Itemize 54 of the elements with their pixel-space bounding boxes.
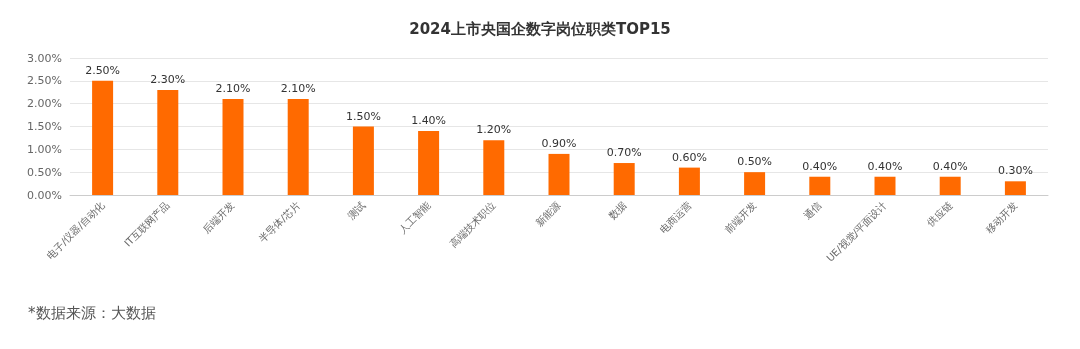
x-tick-label: 测试	[345, 199, 368, 222]
x-tick-label: 电商运营	[657, 199, 694, 236]
bar	[1004, 181, 1026, 195]
bar	[678, 167, 700, 195]
bar	[418, 131, 440, 195]
y-tick-label: 2.00%	[27, 97, 62, 111]
data-label: 2.10%	[215, 82, 251, 96]
data-label: 0.70%	[606, 146, 642, 160]
data-label: 0.40%	[802, 159, 838, 173]
x-tick-label: 新能源	[533, 199, 563, 229]
bar	[874, 176, 896, 195]
y-tick-label: 3.00%	[27, 51, 62, 65]
data-label: 1.40%	[411, 114, 447, 128]
data-label: 0.40%	[932, 159, 968, 173]
x-tick-label: 半导体/芯片	[256, 199, 303, 245]
text: *数据来源：大数据	[28, 303, 156, 322]
x-tick-label: UE/视觉/平面设计	[824, 199, 889, 264]
bar	[222, 99, 244, 195]
bar	[483, 140, 505, 195]
data-label: 0.50%	[737, 155, 773, 169]
data-label: 0.40%	[867, 159, 903, 173]
x-tick-label: 高端技术职位	[447, 199, 498, 250]
bar	[613, 163, 635, 195]
bar	[548, 153, 570, 195]
x-tick-label: IT互联网产品	[122, 199, 172, 249]
bar	[939, 176, 961, 195]
x-tick-label: 前端开发	[722, 199, 759, 236]
data-label: 0.30%	[997, 164, 1033, 178]
x-tick-label: 后端开发	[200, 199, 237, 236]
y-tick-label: 0.00%	[27, 188, 62, 202]
x-tick-label: 移动开发	[983, 199, 1020, 236]
data-label: 1.20%	[476, 123, 512, 137]
data-label: 1.50%	[345, 109, 381, 123]
x-tick-label: 通信	[801, 199, 824, 222]
bar	[809, 176, 831, 195]
y-tick-label: 1.50%	[27, 120, 62, 133]
data-label: 2.50%	[85, 63, 121, 77]
x-tick-label: 电子/仪器/自动化	[44, 199, 107, 262]
bar	[744, 172, 766, 195]
x-tick-label: 人工智能	[396, 199, 433, 236]
data-label: 0.90%	[541, 136, 577, 150]
bar	[92, 80, 114, 195]
bar	[157, 89, 179, 195]
bar	[287, 99, 309, 195]
y-tick-label: 2.50%	[27, 74, 62, 88]
x-tick-label: 供应链	[925, 199, 955, 229]
chart-title: 2024上市央国企数字岗位职类TOP15	[409, 19, 671, 38]
data-label: 2.30%	[150, 72, 186, 86]
bar	[352, 126, 374, 195]
data-label: 0.60%	[671, 150, 707, 164]
y-tick-label: 1.00%	[27, 142, 62, 156]
data-label: 2.10%	[280, 82, 316, 96]
y-tick-label: 0.50%	[27, 165, 62, 179]
x-tick-label: 数据	[606, 199, 629, 222]
